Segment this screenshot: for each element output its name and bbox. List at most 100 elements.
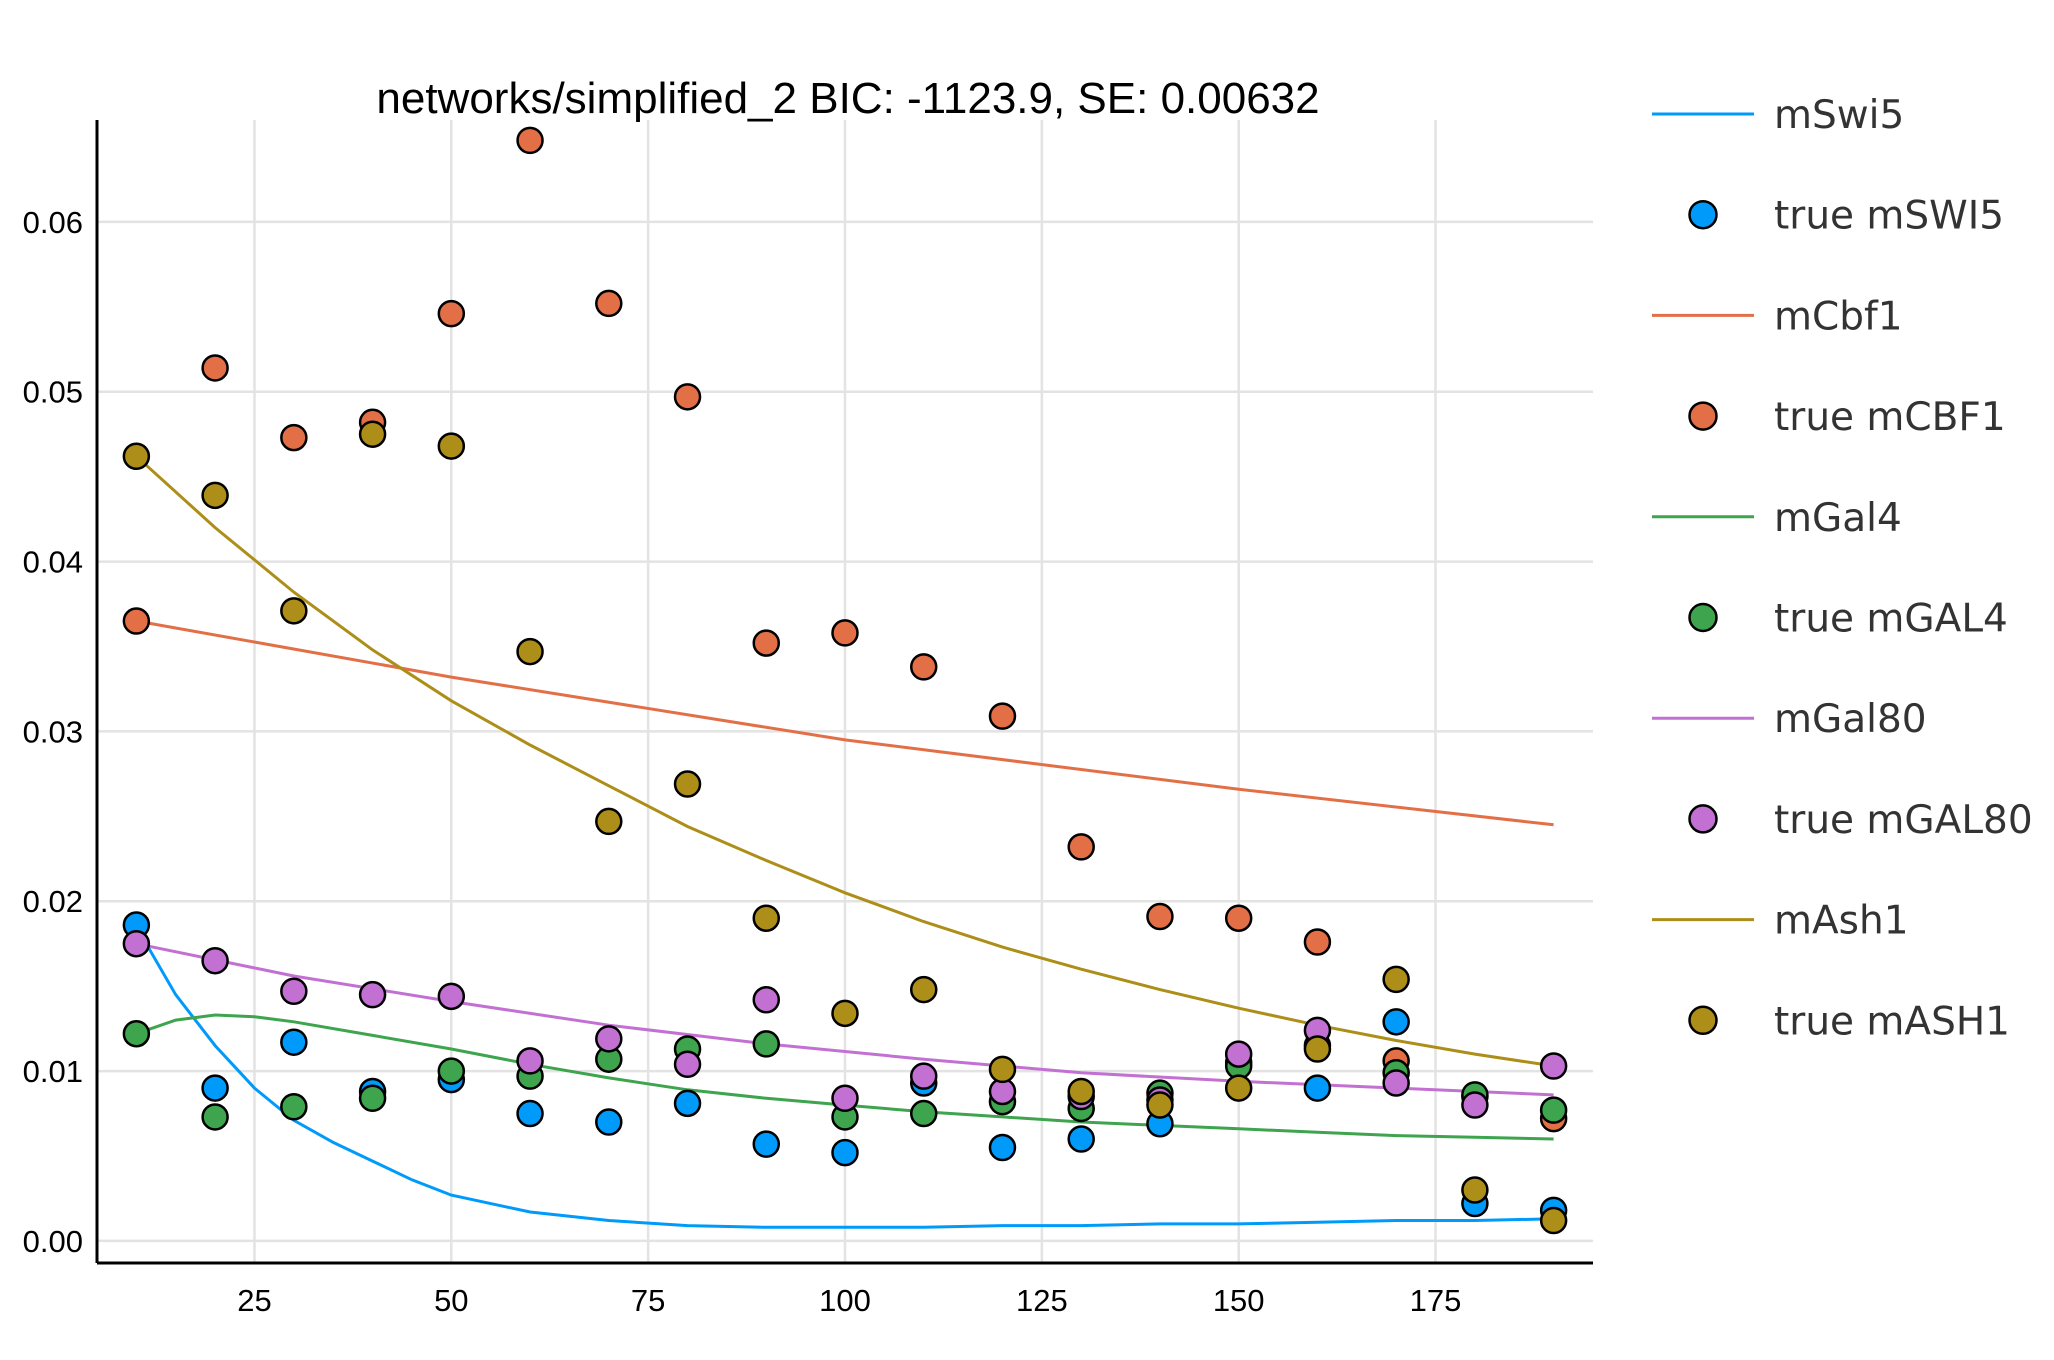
y-tick-label: 0.02 [23,884,83,919]
point-true-mGAL80 [437,982,466,1011]
point-true-mASH1 [1303,1035,1332,1063]
point-true-mGAL4 [437,1057,466,1085]
series-line-mGal4 [135,1013,1554,1141]
point-true-mGAL4 [201,1103,229,1131]
point-true-mGAL4 [909,1099,938,1128]
x-tick-label: 75 [631,1283,665,1318]
point-true-mASH1 [1382,965,1410,994]
point-true-mASH1 [752,904,781,932]
point-true-mSWI5 [1303,1074,1332,1102]
y-tick-label: 0.05 [23,375,83,410]
point-true-mCBF1 [673,383,702,411]
point-true-mCBF1 [1067,833,1095,861]
y-tick-label: 0.00 [23,1224,83,1259]
y-tick-label: 0.03 [23,714,83,749]
x-tick-label: 125 [1016,1283,1068,1318]
point-true-mASH1 [1067,1077,1095,1106]
y-tick-label: 0.01 [23,1054,83,1089]
point-true-mSWI5 [595,1108,623,1136]
point-true-mCBF1 [752,629,781,657]
legend-label: mCbf1 [1774,294,1903,339]
legend-label: true mASH1 [1774,999,2010,1044]
legend-label: true mCBF1 [1774,395,2006,440]
point-true-mCBF1 [1146,902,1174,931]
point-true-mCBF1 [122,607,151,635]
point-true-mASH1 [673,770,702,798]
point-true-mSWI5 [988,1133,1017,1162]
x-tick-label: 50 [434,1283,468,1318]
point-true-mSWI5 [1067,1125,1095,1153]
point-true-mGAL80 [358,980,387,1009]
point-true-mCBF1 [280,423,308,452]
point-true-mGAL4 [122,1019,151,1048]
point-true-mCBF1 [516,126,544,155]
y-tick-label: 0.06 [23,205,83,240]
point-true-mASH1 [201,481,229,510]
point-true-mASH1 [1539,1206,1568,1235]
point-true-mGAL80 [752,986,781,1014]
x-tick-label: 25 [237,1283,271,1318]
point-true-mASH1 [437,432,466,460]
plot-area [122,126,1568,1235]
point-true-mSWI5 [831,1138,859,1167]
x-tick-labels: 25 50 75 100 125 150 175 [237,1283,1461,1318]
legend-label: mGal4 [1774,496,1902,541]
legend-label: true mGAL80 [1774,798,2033,843]
point-true-mASH1 [1224,1074,1253,1102]
point-true-mASH1 [122,442,151,471]
point-true-mASH1 [1461,1176,1489,1204]
series-line-mAsh1 [135,455,1554,1068]
point-true-mGAL80 [280,977,308,1006]
series-line-mCbf1 [136,619,1554,827]
y-tick-labels: 0.00 0.01 0.02 0.03 0.04 0.05 0.06 [23,205,83,1259]
point-true-mGAL80 [1382,1069,1410,1097]
legend-marker-swatch [1688,602,1718,633]
point-true-mCBF1 [909,653,938,681]
legend-label: mGal80 [1774,697,1927,742]
legend-marker-swatch [1688,1005,1718,1036]
point-true-mGAL80 [909,1062,938,1090]
point-true-mASH1 [595,807,623,836]
point-true-mSWI5 [673,1089,702,1118]
point-true-mGAL80 [201,946,229,975]
point-true-mGAL4 [280,1093,308,1121]
point-true-mGAL80 [673,1050,702,1079]
point-true-mASH1 [516,637,544,666]
point-true-mASH1 [831,999,859,1028]
point-true-mGAL80 [516,1047,544,1075]
legend-label: mSwi5 [1774,93,1904,138]
point-true-mASH1 [1146,1091,1174,1119]
x-tick-label: 175 [1410,1283,1462,1318]
legend-label: true mGAL4 [1774,597,2008,642]
point-true-mASH1 [988,1055,1017,1084]
point-true-mCBF1 [201,354,229,382]
x-tick-label: 100 [819,1283,871,1318]
point-true-mASH1 [909,975,938,1004]
point-true-mASH1 [280,597,308,625]
point-true-mCBF1 [831,619,859,647]
point-true-mCBF1 [437,299,466,328]
point-true-mGAL4 [358,1084,387,1113]
point-true-mGAL80 [595,1025,623,1053]
point-true-mGAL80 [122,929,151,958]
legend-label: true mSWI5 [1774,194,2004,239]
point-true-mGAL80 [1224,1040,1253,1068]
y-tick-label: 0.04 [23,545,83,580]
point-true-mCBF1 [595,289,623,318]
legend-label: mAsh1 [1774,899,1909,944]
point-true-mCBF1 [1303,928,1332,956]
point-true-mCBF1 [988,702,1017,730]
point-true-mSWI5 [752,1130,781,1158]
legend-marker-swatch [1688,804,1718,834]
legend-marker-swatch [1688,199,1718,230]
point-true-mGAL4 [1539,1096,1568,1124]
point-true-mSWI5 [516,1099,544,1128]
point-true-mCBF1 [1224,904,1253,932]
grid [97,120,1593,1263]
x-tick-label: 150 [1213,1283,1265,1318]
point-true-mSWI5 [1382,1008,1410,1036]
chart-title: networks/simplified_2 BIC: -1123.9, SE: … [376,74,1319,123]
point-true-mGAL80 [831,1084,859,1113]
point-true-mSWI5 [280,1028,308,1056]
